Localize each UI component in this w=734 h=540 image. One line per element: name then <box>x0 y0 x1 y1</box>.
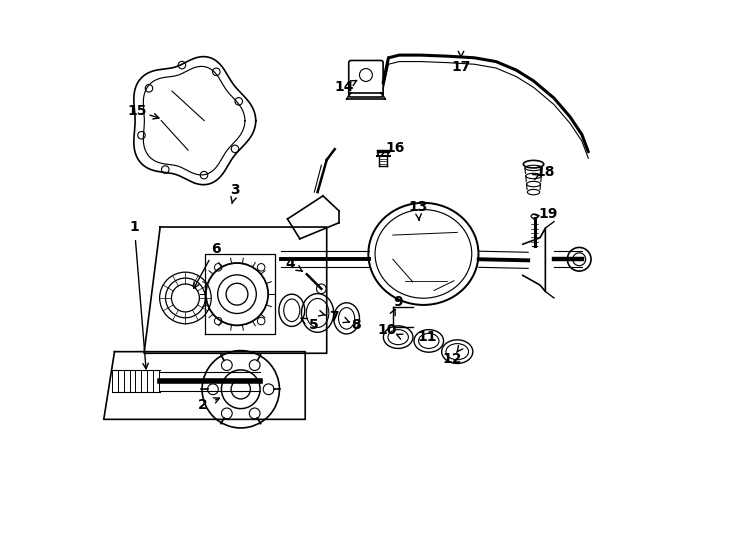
Text: 8: 8 <box>352 318 361 332</box>
Text: 3: 3 <box>230 184 240 198</box>
Text: 13: 13 <box>408 200 428 214</box>
Text: 6: 6 <box>211 241 220 255</box>
Circle shape <box>316 284 326 294</box>
Text: 7: 7 <box>329 310 338 325</box>
Text: 10: 10 <box>378 323 397 337</box>
Text: 18: 18 <box>536 165 555 179</box>
Text: 12: 12 <box>442 352 462 366</box>
Text: 11: 11 <box>418 330 437 344</box>
Text: 2: 2 <box>198 399 208 413</box>
Text: 14: 14 <box>335 80 355 94</box>
Text: 16: 16 <box>385 140 404 154</box>
Text: 9: 9 <box>393 295 403 309</box>
Text: 19: 19 <box>539 207 559 221</box>
Text: 17: 17 <box>451 60 470 74</box>
Text: 4: 4 <box>286 256 296 271</box>
Text: 1: 1 <box>129 220 139 234</box>
Text: 15: 15 <box>127 104 147 118</box>
Text: 5: 5 <box>308 318 318 332</box>
